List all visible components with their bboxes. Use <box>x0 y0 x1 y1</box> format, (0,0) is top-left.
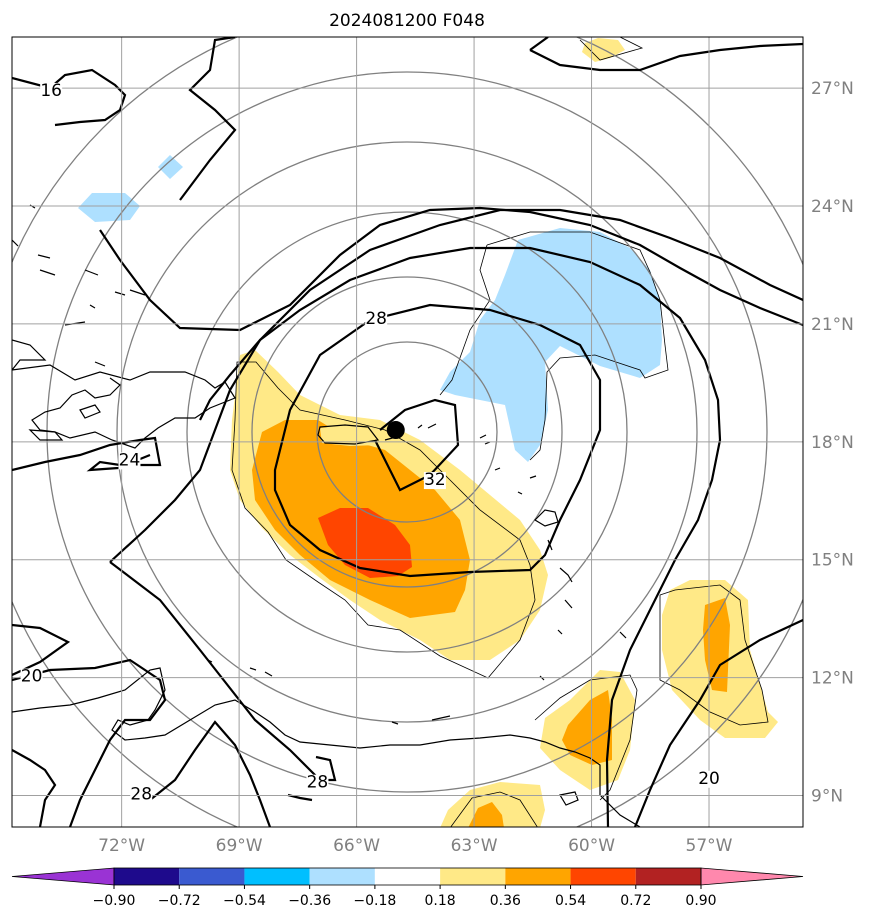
latitude-tick-labels: 27°N 24°N 21°N 18°N 15°N 12°N 9°N <box>811 79 854 806</box>
contour-label-bg <box>306 774 329 792</box>
longitude-tick-labels: 72°W 69°W 66°W 63°W 60°W 57°W <box>98 836 733 856</box>
light-blue-region-west <box>78 193 140 222</box>
colorbar-segment <box>179 868 245 885</box>
lat-tick-label: 9°N <box>811 787 843 807</box>
coast-jamaica <box>28 404 101 441</box>
map-background <box>12 37 803 827</box>
lon-tick-label: 60°W <box>568 836 615 856</box>
colorbar-segment <box>635 868 701 885</box>
coast-trinidad <box>559 791 579 806</box>
colorbar-tick-label: −0.72 <box>158 893 201 909</box>
light-blue-region-east <box>440 228 662 462</box>
contour-28-bottom-b <box>12 749 57 827</box>
colorbar-tick-label: 0.90 <box>685 893 716 909</box>
colorbar-segment <box>309 868 375 885</box>
contour-28-lower <box>12 658 167 827</box>
contour-20-south <box>633 619 803 827</box>
orange-region-south <box>562 690 612 765</box>
colorbar-tick-label: −0.18 <box>353 893 396 909</box>
contour-label: 20 <box>698 769 720 789</box>
colorbar-segment <box>505 868 571 885</box>
colorbar-tick-label: 0.36 <box>490 893 521 909</box>
colorbar-tick-label: −0.36 <box>288 893 331 909</box>
lat-tick-label: 21°N <box>811 315 854 335</box>
light-blue-region-dot <box>158 155 183 179</box>
contour-label: 28 <box>307 773 329 793</box>
coast-south-america <box>12 667 641 827</box>
lat-tick-label: 24°N <box>811 197 854 217</box>
contour-24-main <box>109 208 803 563</box>
lat-tick-label: 15°N <box>811 551 854 571</box>
map-layers <box>12 37 803 827</box>
coastlines <box>12 204 641 827</box>
lon-tick-label: 57°W <box>686 836 733 856</box>
map-title: 2024081200 F048 <box>329 11 485 31</box>
storm-center-marker <box>386 421 405 440</box>
colorbar-tick-label: 0.72 <box>620 893 651 909</box>
thin-contour-lines <box>231 37 769 827</box>
colorbar-segment <box>440 868 506 885</box>
colorbar-extend-max <box>700 867 804 886</box>
shaded-field-positive <box>230 38 778 827</box>
colorbar-tick-labels: −0.90 −0.72 −0.54 −0.36 −0.18 0.18 0.36 0.54 0.7… <box>93 885 717 909</box>
contour-label: 16 <box>40 81 62 101</box>
colorbar-segment <box>244 868 310 885</box>
contour-label: 24 <box>119 450 141 470</box>
lon-tick-label: 66°W <box>333 836 380 856</box>
colorbar-segment <box>114 868 180 885</box>
contour-28-ring <box>273 303 602 578</box>
colorbar-extend-min <box>11 867 115 886</box>
contour-20-north <box>179 37 237 201</box>
contour-16 <box>12 68 127 127</box>
colorbar-outline <box>113 867 702 886</box>
contour-32 <box>374 398 460 492</box>
colorbar-tick-label: 0.18 <box>425 893 456 909</box>
colorbar <box>11 867 804 886</box>
colorbar-segment <box>374 868 441 885</box>
contour-label-bg <box>118 452 141 470</box>
contour-24-curve <box>12 623 71 676</box>
shaded-field-negative <box>78 155 662 462</box>
coast-curacao <box>249 667 273 677</box>
contour-label: 28 <box>365 309 387 329</box>
contour-24 <box>12 436 162 472</box>
contour-28-lower-b <box>109 561 337 782</box>
contour-label: 32 <box>424 470 446 490</box>
orange-region-bottom <box>468 802 504 827</box>
lon-tick-label: 63°W <box>451 836 498 856</box>
colorbar-tick-label: −0.54 <box>223 893 266 909</box>
contour-label-bg <box>698 770 721 788</box>
contour-label-bg <box>40 82 63 100</box>
contour-label: 28 <box>130 784 152 804</box>
contour-20-top <box>529 37 803 72</box>
lon-tick-label: 69°W <box>216 836 263 856</box>
distance-rings <box>12 37 803 827</box>
contour-labels: 16 28 24 32 20 28 28 20 <box>20 81 721 804</box>
lat-tick-label: 27°N <box>811 79 854 99</box>
contour-28-curve <box>199 246 722 827</box>
contour-label-bg <box>423 472 446 490</box>
orange-region-east <box>703 598 730 692</box>
lat-lon-grid <box>12 37 803 827</box>
colorbar-tick-label: −0.90 <box>93 893 136 909</box>
lat-tick-label: 18°N <box>811 433 854 453</box>
colorbar-tick-label: 0.54 <box>555 893 586 909</box>
yellow-region-storm <box>320 425 378 446</box>
lat-tick-label: 12°N <box>811 669 854 689</box>
contour-label-bg <box>365 310 388 328</box>
lon-tick-label: 72°W <box>98 836 145 856</box>
contour-label: 20 <box>21 667 43 687</box>
contour-label-bg <box>130 786 153 804</box>
colorbar-segment <box>570 868 636 885</box>
coast-hispaniola <box>12 339 236 449</box>
contour-20-outer <box>99 206 803 332</box>
map-frame <box>11 36 804 828</box>
contour-label-bg <box>20 668 43 686</box>
